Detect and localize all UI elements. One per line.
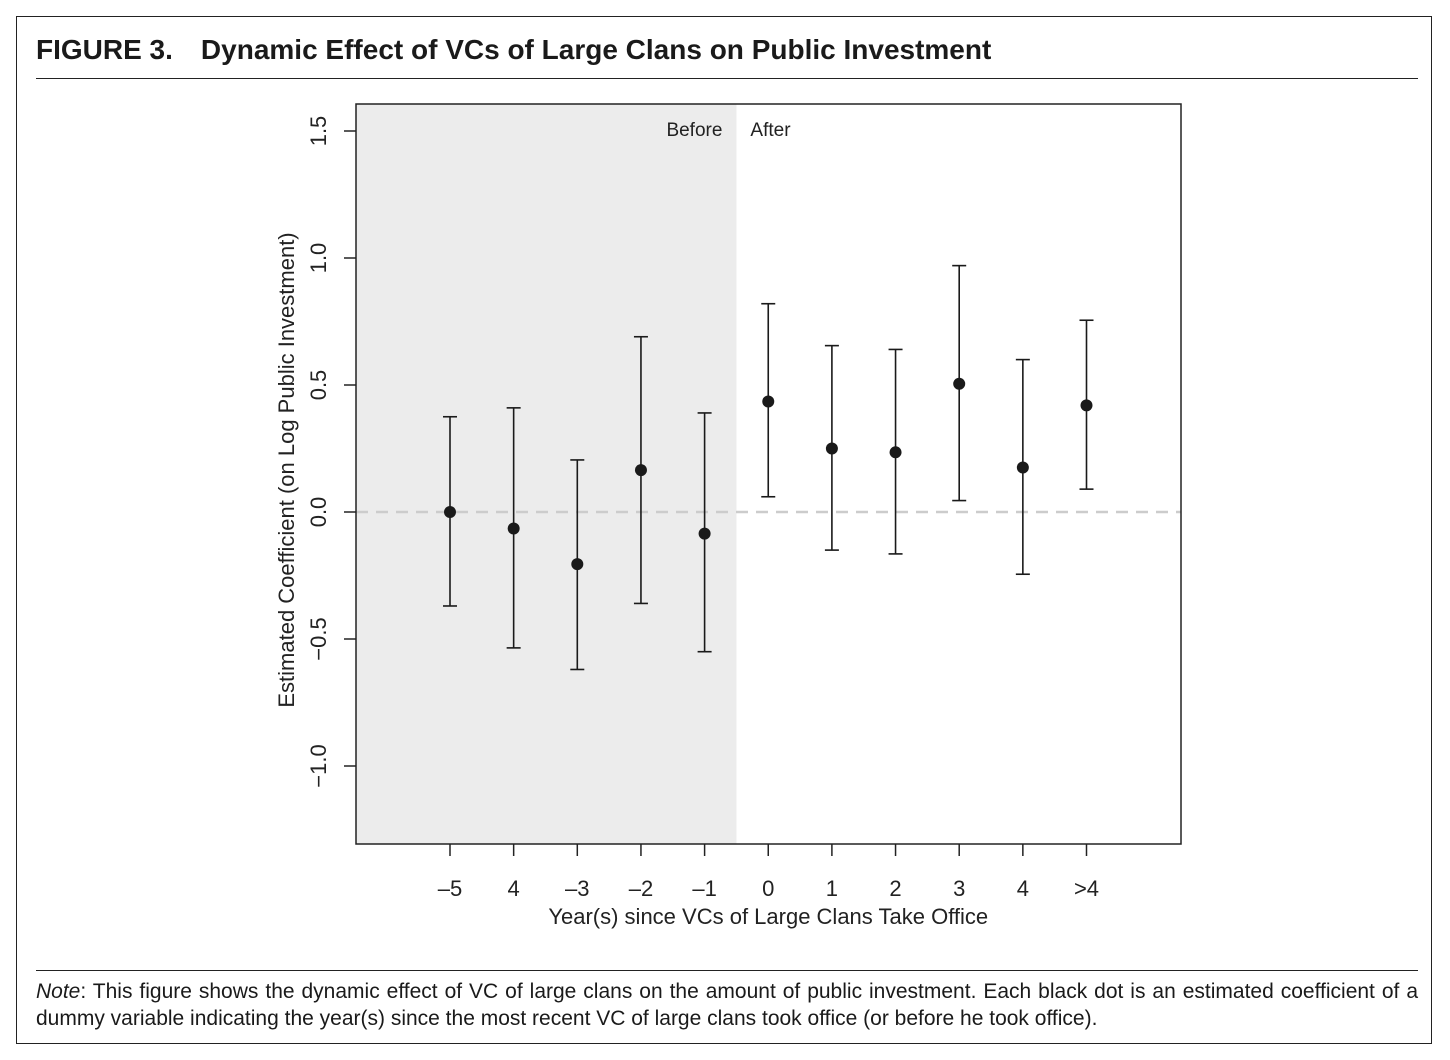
plot-background xyxy=(356,104,737,844)
chart-axes xyxy=(344,103,1182,856)
x-tick-label: –3 xyxy=(565,876,589,901)
x-tick-label: 0 xyxy=(762,876,774,901)
x-tick-label: –1 xyxy=(692,876,716,901)
x-tick-label: –2 xyxy=(629,876,653,901)
chart-labels: Before After −1.0 −0.5 0.0 0.5 1.0 1.5 –5 4 –3 –2 –1… xyxy=(274,116,1099,929)
x-tick-label: –5 xyxy=(438,876,462,901)
y-tick-label: −1.0 xyxy=(306,744,331,787)
x-tick-label: 3 xyxy=(953,876,965,901)
estimate-point xyxy=(1080,399,1093,412)
figure-label: FIGURE 3. xyxy=(36,34,173,65)
figure-title: Dynamic Effect of VCs of Large Clans on … xyxy=(200,34,992,65)
estimate-point xyxy=(953,377,966,390)
y-tick-label: 1.5 xyxy=(306,116,331,147)
x-tick-label: 2 xyxy=(889,876,901,901)
x-axis-title: Year(s) since VCs of Large Clans Take Of… xyxy=(548,904,988,929)
after-label: After xyxy=(750,120,791,141)
note-text: : This figure shows the dynamic effect o… xyxy=(36,980,1418,1030)
estimate-points xyxy=(444,377,1093,571)
note-lead: Note xyxy=(36,980,81,1003)
estimate-point xyxy=(762,395,775,408)
x-tick-label: >4 xyxy=(1074,876,1099,901)
y-tick-label: 1.0 xyxy=(306,243,331,274)
estimate-point xyxy=(571,558,584,571)
estimate-point xyxy=(698,527,711,540)
y-tick-label: 0.0 xyxy=(306,497,331,528)
title-divider xyxy=(36,78,1418,79)
y-axis-title: Estimated Coefficient (on Log Public Inv… xyxy=(274,232,299,707)
estimate-point xyxy=(507,522,520,535)
x-tick-label: 4 xyxy=(1017,876,1029,901)
figure-note: Note: This figure shows the dynamic effe… xyxy=(36,978,1418,1032)
x-tick-label: 4 xyxy=(508,876,520,901)
before-region xyxy=(356,104,737,844)
y-tick-label: 0.5 xyxy=(306,370,331,401)
estimate-point xyxy=(1016,461,1029,474)
estimate-point xyxy=(889,446,902,459)
figure-title-row: FIGURE 3. Dynamic Effect of VCs of Large… xyxy=(36,30,991,70)
estimate-point xyxy=(825,442,838,455)
figure-frame xyxy=(16,16,1432,1044)
before-label: Before xyxy=(666,120,722,141)
x-tick-label: 1 xyxy=(826,876,838,901)
estimate-point xyxy=(444,506,456,518)
estimate-point xyxy=(634,464,647,477)
y-tick-label: −0.5 xyxy=(306,617,331,660)
note-divider xyxy=(36,970,1418,971)
coefficient-chart: Before After −1.0 −0.5 0.0 0.5 1.0 1.5 –5 4 –3 –2 –1… xyxy=(274,103,1182,929)
